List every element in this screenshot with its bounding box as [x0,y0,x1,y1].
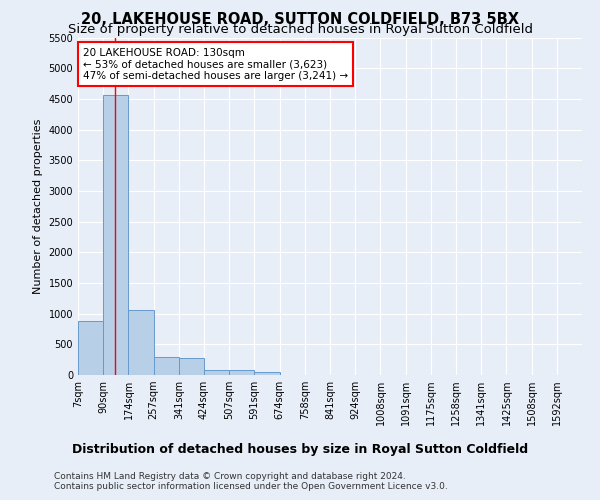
Text: 20 LAKEHOUSE ROAD: 130sqm
← 53% of detached houses are smaller (3,623)
47% of se: 20 LAKEHOUSE ROAD: 130sqm ← 53% of detac… [83,48,348,81]
Text: Size of property relative to detached houses in Royal Sutton Coldfield: Size of property relative to detached ho… [67,22,533,36]
Text: Distribution of detached houses by size in Royal Sutton Coldfield: Distribution of detached houses by size … [72,442,528,456]
Bar [128,310,154,375]
Bar [78,321,103,375]
Bar [254,372,280,375]
Text: Contains public sector information licensed under the Open Government Licence v3: Contains public sector information licen… [54,482,448,491]
Bar [154,357,179,375]
Bar [103,95,128,375]
Bar [179,358,204,375]
Text: Contains HM Land Registry data © Crown copyright and database right 2024.: Contains HM Land Registry data © Crown c… [54,472,406,481]
Y-axis label: Number of detached properties: Number of detached properties [33,118,43,294]
Text: 20, LAKEHOUSE ROAD, SUTTON COLDFIELD, B73 5BX: 20, LAKEHOUSE ROAD, SUTTON COLDFIELD, B7… [81,12,519,28]
Bar [204,370,229,375]
Bar [229,370,254,375]
